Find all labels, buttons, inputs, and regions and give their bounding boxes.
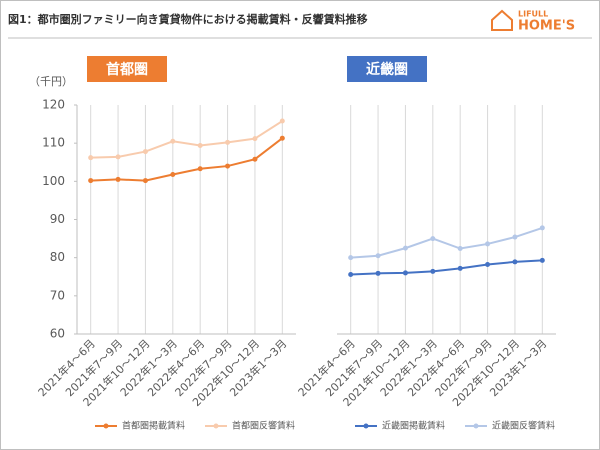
legend-label: 近畿圏反響賃料: [492, 420, 555, 432]
data-point: [485, 241, 491, 247]
data-point: [402, 245, 408, 251]
data-point: [485, 262, 491, 268]
panel-title: 近畿圏: [366, 61, 408, 78]
data-point: [430, 236, 436, 242]
data-point: [170, 171, 176, 177]
data-point: [142, 178, 148, 184]
data-point: [88, 178, 94, 184]
series-line: [350, 259, 543, 276]
panel-title: 首都圏: [106, 61, 148, 78]
y-tick-label: 70: [50, 288, 65, 302]
logo-bottom: HOME'S: [518, 19, 575, 34]
data-point: [142, 149, 148, 155]
legend-marker: [473, 423, 479, 429]
series-line: [90, 120, 283, 159]
data-point: [375, 270, 381, 276]
page-title: 図1：都市圏別ファミリー向き賃貸物件における掲載賃料・反響賃料推移: [8, 12, 368, 26]
y-tick-label: 80: [50, 250, 65, 264]
data-point: [348, 271, 354, 277]
legend-marker: [213, 423, 219, 429]
legend-label: 近畿圏掲載賃料: [382, 420, 445, 432]
y-tick-label: 120: [42, 98, 65, 112]
y-tick-label: 60: [50, 327, 65, 341]
legend-marker: [363, 423, 369, 429]
data-point: [457, 246, 463, 252]
data-point: [279, 135, 285, 141]
data-point: [170, 138, 176, 144]
data-point: [512, 259, 518, 265]
data-point: [88, 155, 94, 161]
series-line: [350, 226, 543, 259]
y-tick-label: 110: [42, 136, 65, 150]
data-point: [197, 166, 203, 172]
legend-marker: [103, 423, 109, 429]
data-point: [225, 139, 231, 145]
data-point: [115, 154, 121, 160]
y-tick-label: 100: [42, 174, 65, 188]
data-point: [115, 176, 121, 182]
logo-top: LIFULL: [518, 10, 548, 19]
data-point: [279, 118, 285, 124]
data-point: [539, 257, 545, 263]
data-point: [252, 156, 258, 162]
panel-title-box: [87, 56, 167, 82]
y-tick-label: 90: [50, 212, 65, 226]
data-point: [197, 142, 203, 148]
data-point: [457, 265, 463, 271]
data-point: [402, 270, 408, 276]
logo: LIFULL HOME'S: [491, 9, 575, 34]
data-point: [539, 225, 545, 231]
data-point: [375, 253, 381, 259]
legend-label: 首都圏反響賃料: [232, 420, 295, 432]
data-point: [348, 255, 354, 261]
series-line: [90, 137, 283, 182]
panel-title-box: [347, 56, 427, 82]
data-point: [512, 234, 518, 240]
data-point: [430, 268, 436, 274]
data-point: [225, 163, 231, 169]
y-axis-label: （千円）: [29, 75, 73, 88]
legend-label: 首都圏掲載賃料: [122, 420, 185, 432]
logo-icon: [491, 9, 513, 31]
data-point: [252, 136, 258, 142]
